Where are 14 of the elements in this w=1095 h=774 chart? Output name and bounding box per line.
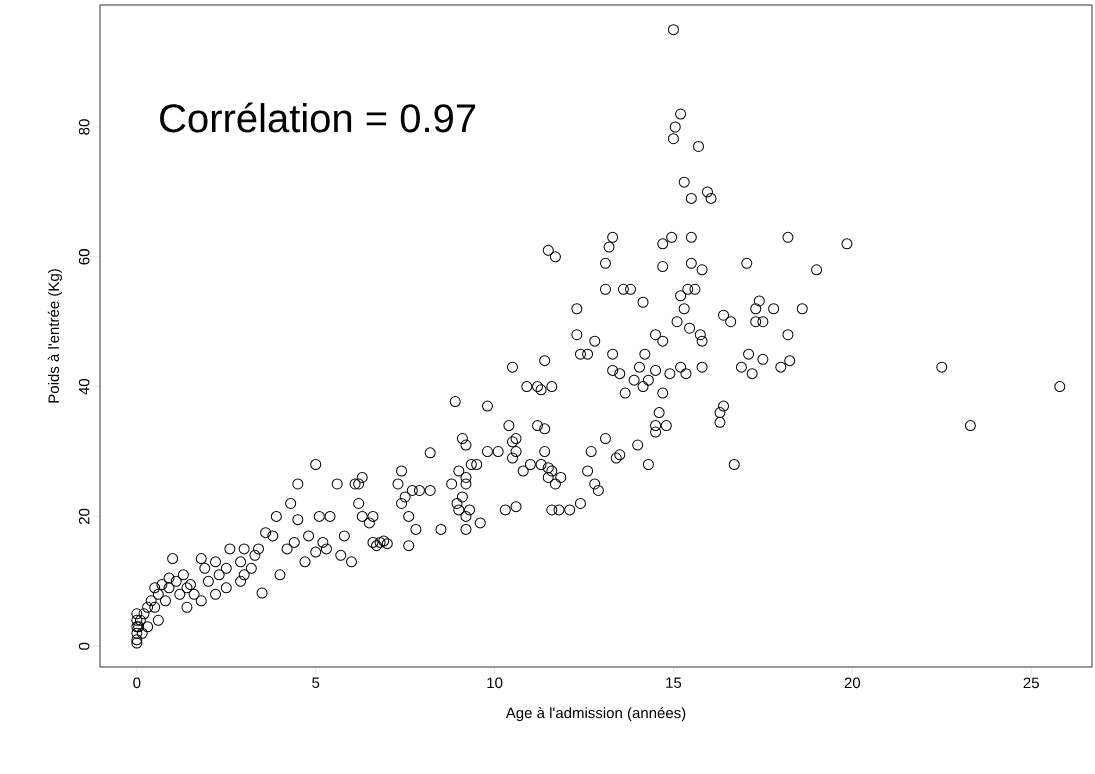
- y-tick-label: 40: [78, 378, 90, 395]
- x-tick-label: 5: [312, 677, 320, 688]
- y-tick-label: 0: [78, 642, 90, 650]
- x-tick-label: 10: [487, 677, 503, 689]
- x-tick-label: 25: [1023, 677, 1039, 689]
- y-tick-label: 20: [78, 508, 90, 525]
- x-tick-label: 0: [133, 677, 141, 689]
- y-tick-label: 60: [78, 249, 90, 265]
- x-axis-title: Age à l'admission (années): [505, 707, 686, 722]
- x-tick-label: 15: [666, 677, 682, 688]
- y-axis-title: Poids à l'entrée (Kg): [47, 269, 62, 403]
- annotation: Corrélation = 0.97: [160, 102, 476, 133]
- y-tick-label: 80: [78, 119, 90, 135]
- x-tick-label: 20: [844, 677, 861, 689]
